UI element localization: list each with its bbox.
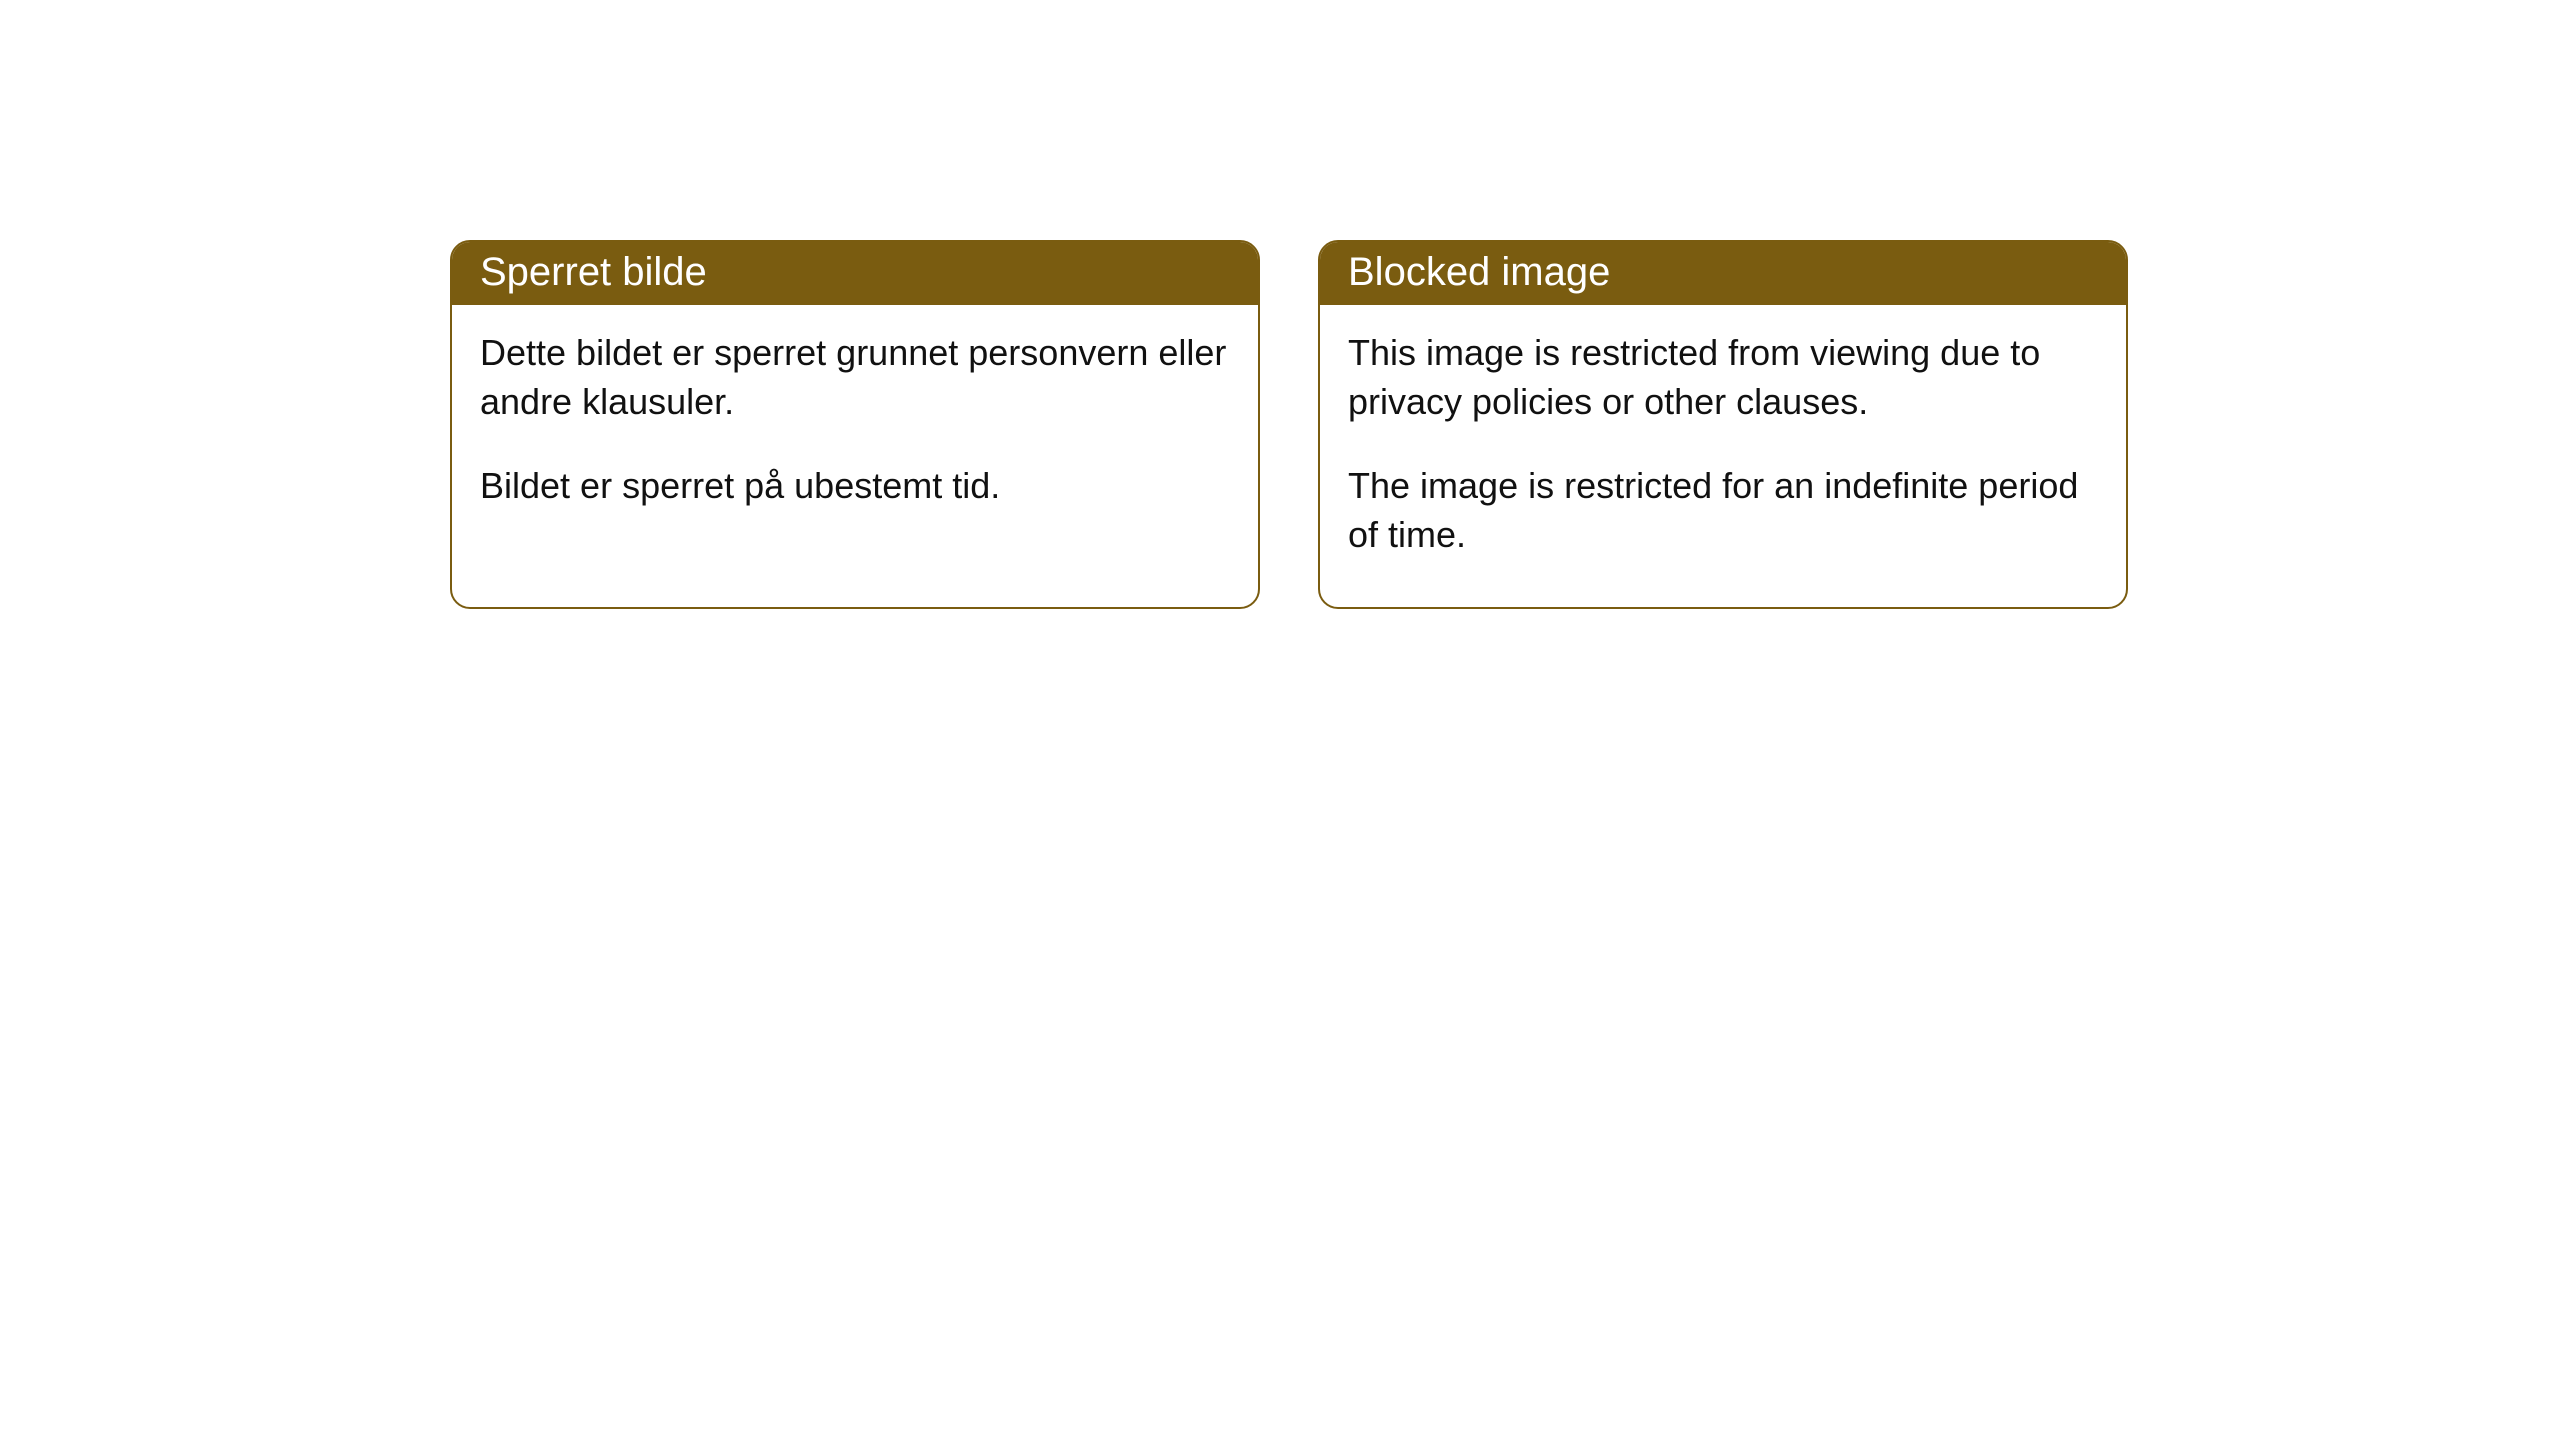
card-body: Dette bildet er sperret grunnet personve…: [452, 305, 1258, 559]
card-title: Sperret bilde: [480, 250, 707, 294]
cards-container: Sperret bilde Dette bildet er sperret gr…: [0, 0, 2560, 609]
card-paragraph: This image is restricted from viewing du…: [1348, 329, 2098, 426]
card-paragraph: Dette bildet er sperret grunnet personve…: [480, 329, 1230, 426]
blocked-image-card-english: Blocked image This image is restricted f…: [1318, 240, 2128, 609]
blocked-image-card-norwegian: Sperret bilde Dette bildet er sperret gr…: [450, 240, 1260, 609]
card-paragraph: The image is restricted for an indefinit…: [1348, 462, 2098, 559]
card-header: Sperret bilde: [452, 242, 1258, 305]
card-body: This image is restricted from viewing du…: [1320, 305, 2126, 607]
card-title: Blocked image: [1348, 250, 1610, 294]
card-paragraph: Bildet er sperret på ubestemt tid.: [480, 462, 1230, 511]
card-header: Blocked image: [1320, 242, 2126, 305]
